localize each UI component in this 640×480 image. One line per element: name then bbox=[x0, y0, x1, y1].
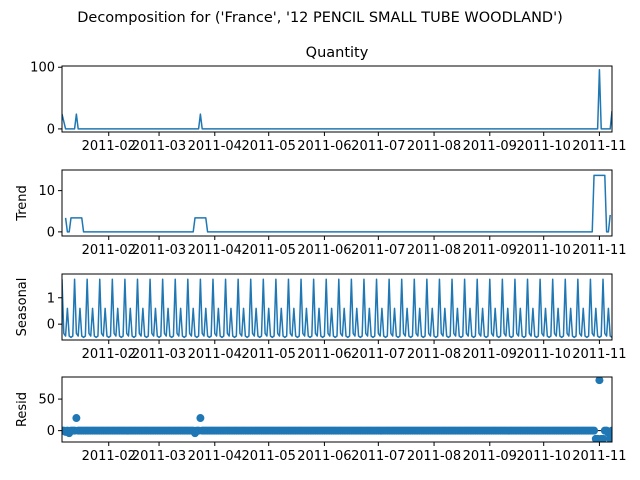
x-tick-label: 2011-10 bbox=[517, 139, 571, 154]
x-tick-label: 2011-11 bbox=[572, 449, 626, 464]
x-tick-label: 2011-05 bbox=[242, 347, 296, 362]
y-axis-label: Trend bbox=[15, 185, 30, 222]
x-tick-label: 2011-04 bbox=[188, 449, 242, 464]
plot-area bbox=[64, 174, 611, 233]
x-tick-label: 2011-03 bbox=[132, 243, 186, 258]
resid-point bbox=[606, 434, 612, 442]
x-tick-label: 2011-07 bbox=[351, 139, 405, 154]
y-tick-label: 0 bbox=[47, 424, 55, 439]
y-tick-label: 50 bbox=[38, 393, 55, 408]
y-tick-label: 0 bbox=[47, 318, 55, 333]
x-tick-label: 2011-05 bbox=[242, 243, 296, 258]
x-tick-label: 2011-02 bbox=[82, 449, 136, 464]
series-line bbox=[62, 278, 612, 339]
y-tick-label: 1 bbox=[47, 291, 55, 306]
x-tick-label: 2011-07 bbox=[351, 347, 405, 362]
x-tick-label: 2011-09 bbox=[463, 139, 517, 154]
axes-frame bbox=[61, 273, 613, 341]
x-tick-label: 2011-07 bbox=[351, 243, 405, 258]
x-tick-label: 2011-05 bbox=[242, 449, 296, 464]
axes-frame bbox=[61, 65, 613, 133]
series-line bbox=[64, 174, 611, 233]
x-tick-label: 2011-02 bbox=[82, 139, 136, 154]
x-tick-label: 2011-06 bbox=[297, 347, 351, 362]
resid-point bbox=[590, 426, 599, 435]
x-tick-label: 2011-10 bbox=[517, 243, 571, 258]
resid-point bbox=[196, 414, 205, 423]
x-tick-label: 2011-05 bbox=[242, 139, 296, 154]
x-tick-label: 2011-06 bbox=[297, 449, 351, 464]
x-tick-label: 2011-03 bbox=[132, 347, 186, 362]
y-axis-label: Resid bbox=[15, 392, 30, 427]
x-tick-label: 2011-06 bbox=[297, 243, 351, 258]
y-tick-label: 0 bbox=[47, 225, 55, 240]
x-tick-label: 2011-08 bbox=[407, 243, 461, 258]
x-tick-label: 2011-10 bbox=[517, 449, 571, 464]
x-tick-label: 2011-11 bbox=[572, 347, 626, 362]
x-tick-label: 2011-11 bbox=[572, 243, 626, 258]
axes-frame bbox=[61, 376, 613, 443]
x-tick-label: 2011-02 bbox=[82, 347, 136, 362]
x-tick-label: 2011-09 bbox=[463, 347, 517, 362]
x-tick-label: 2011-07 bbox=[351, 449, 405, 464]
figure-suptitle: Decomposition for ('France', '12 PENCIL … bbox=[77, 10, 563, 26]
x-tick-label: 2011-03 bbox=[132, 449, 186, 464]
y-tick-label: 10 bbox=[38, 184, 55, 199]
x-tick-label: 2011-08 bbox=[407, 139, 461, 154]
plot-area bbox=[62, 377, 612, 442]
resid-point bbox=[608, 426, 612, 435]
plot-area bbox=[62, 278, 612, 339]
series-line bbox=[62, 68, 612, 130]
x-tick-label: 2011-06 bbox=[297, 139, 351, 154]
y-tick-label: 0 bbox=[47, 122, 55, 137]
resid-point bbox=[599, 434, 608, 442]
x-tick-label: 2011-09 bbox=[463, 243, 517, 258]
x-tick-label: 2011-03 bbox=[132, 139, 186, 154]
x-tick-label: 2011-09 bbox=[463, 449, 517, 464]
x-tick-label: 2011-04 bbox=[188, 139, 242, 154]
axes-frame bbox=[61, 169, 613, 237]
x-tick-label: 2011-08 bbox=[407, 449, 461, 464]
x-tick-label: 2011-02 bbox=[82, 243, 136, 258]
x-tick-label: 2011-08 bbox=[407, 347, 461, 362]
y-axis-label: Seasonal bbox=[15, 278, 30, 337]
resid-point bbox=[595, 377, 604, 385]
x-tick-label: 2011-04 bbox=[188, 347, 242, 362]
y-tick-label: 100 bbox=[30, 61, 55, 76]
x-tick-label: 2011-04 bbox=[188, 243, 242, 258]
panel-title: Quantity bbox=[306, 45, 369, 61]
resid-point bbox=[72, 414, 81, 423]
x-tick-label: 2011-10 bbox=[517, 347, 571, 362]
x-tick-label: 2011-11 bbox=[572, 139, 626, 154]
plot-area bbox=[62, 68, 612, 130]
